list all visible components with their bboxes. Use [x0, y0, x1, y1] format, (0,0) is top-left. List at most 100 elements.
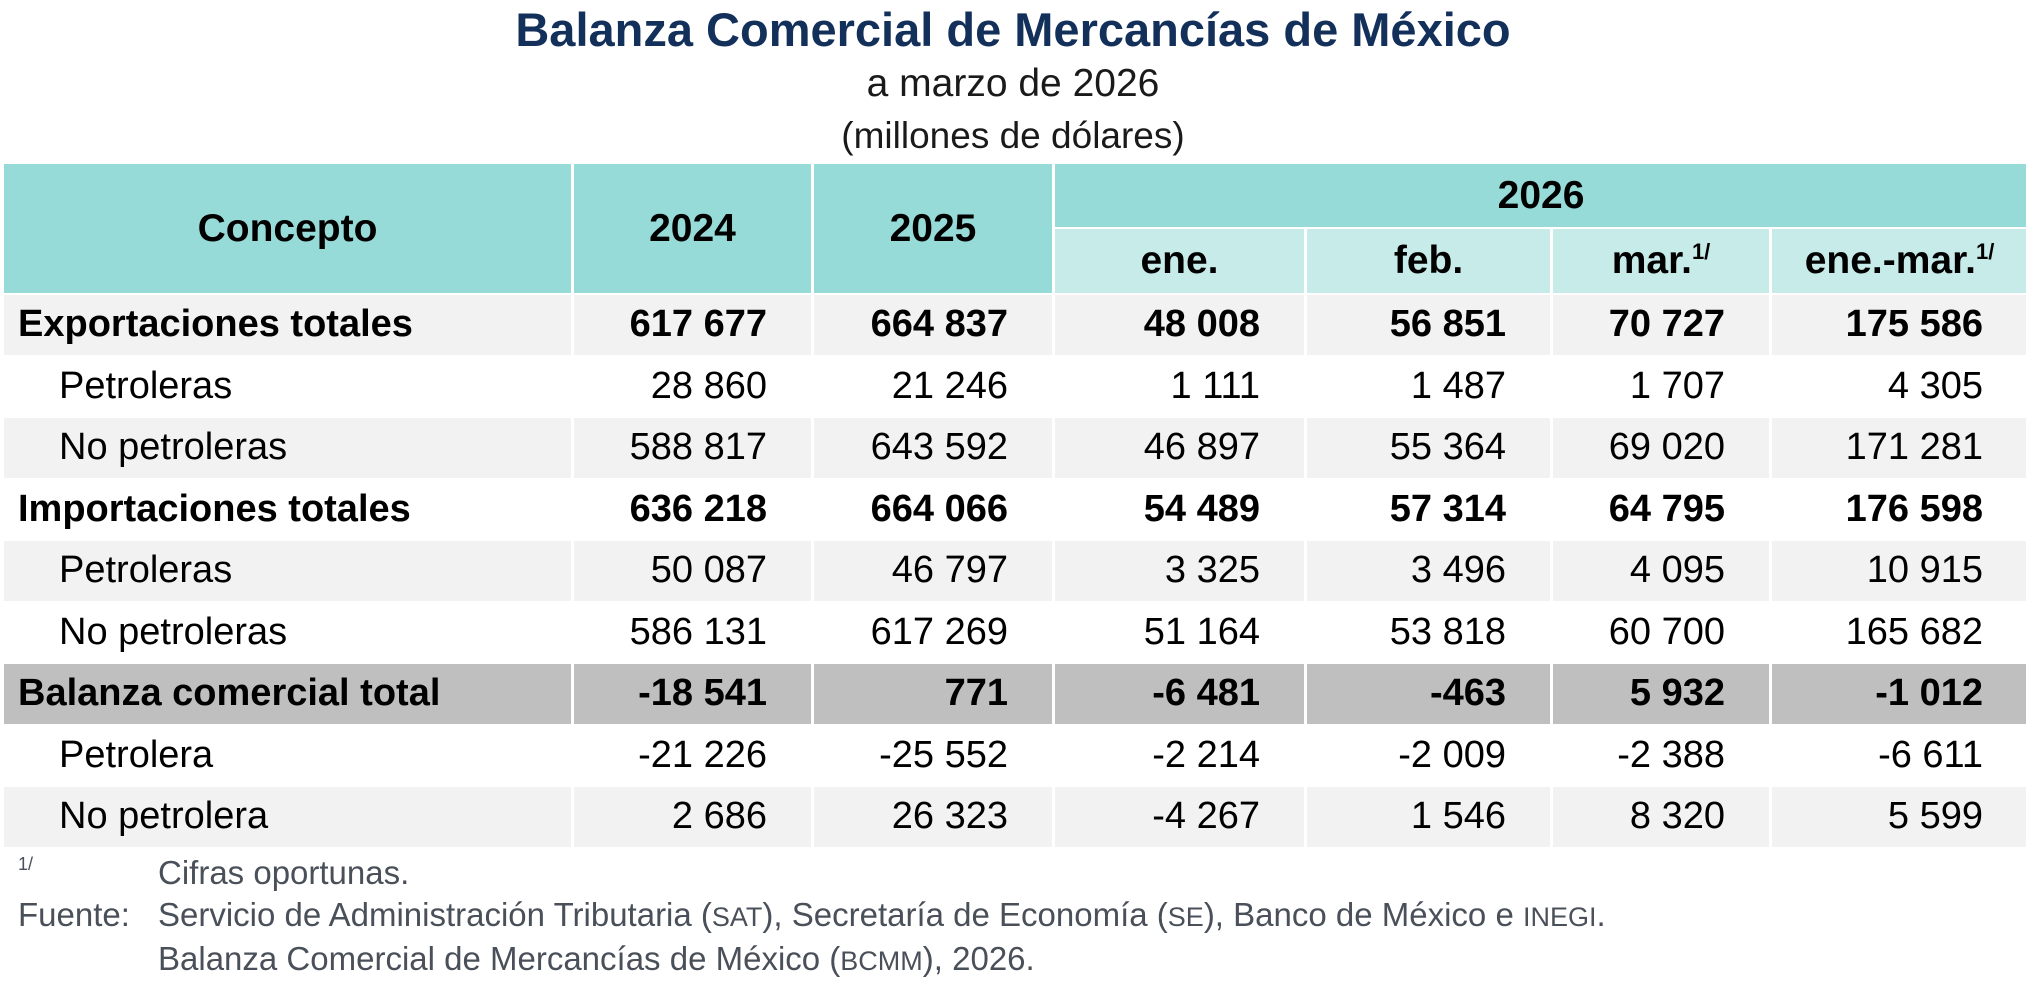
cell-ene-mar: 10 915 — [1772, 541, 2026, 601]
cell-2025: 643 592 — [814, 418, 1052, 478]
cell-ene-mar: 5 599 — [1772, 787, 2026, 847]
cell-feb: 53 818 — [1307, 602, 1550, 662]
cell-2025: 664 837 — [814, 295, 1052, 355]
cell-2024: -21 226 — [574, 725, 811, 785]
cell-feb: 3 496 — [1307, 541, 1550, 601]
row-label: Exportaciones totales — [4, 295, 571, 355]
header-month-label: feb. — [1393, 239, 1464, 282]
trade-balance-table: Concepto 2024 2025 2026 ene. feb. mar.1/… — [1, 162, 2026, 849]
row-label: Petroleras — [4, 356, 571, 416]
page-subtitle: a marzo de 2026 — [866, 62, 1160, 105]
header-month-label: mar. — [1611, 239, 1692, 282]
cell-2024: 586 131 — [574, 602, 811, 662]
cell-feb: 1 546 — [1307, 787, 1550, 847]
acronym-se: SE — [1167, 902, 1204, 932]
acronym-inegi: INEGI — [1522, 902, 1597, 932]
source-text-part: Balanza Comercial de Mercancías de Méxic… — [158, 940, 841, 977]
cell-2025: 771 — [814, 664, 1052, 724]
cell-ene-mar: 171 281 — [1772, 418, 2026, 478]
cell-feb: 1 487 — [1307, 356, 1550, 416]
header-concepto: Concepto — [4, 164, 571, 293]
source-text-part: ), 2026. — [922, 940, 1035, 977]
row-label: Petrolera — [4, 725, 571, 785]
cell-feb: 55 364 — [1307, 418, 1550, 478]
header-2024: 2024 — [574, 164, 811, 293]
cell-ene: 1 111 — [1055, 356, 1304, 416]
acronym-sat: SAT — [711, 902, 763, 932]
header-month-label: ene.-mar. — [1804, 239, 1976, 282]
row-label: Petroleras — [4, 541, 571, 601]
cell-2025: 617 269 — [814, 602, 1052, 662]
source-line-2: Balanza Comercial de Mercancías de Méxic… — [158, 938, 1606, 982]
cell-mar: -2 388 — [1553, 725, 1769, 785]
cell-ene: 54 489 — [1055, 479, 1304, 539]
footnote-text: Cifras oportunas. — [158, 854, 410, 891]
cell-ene-mar: 4 305 — [1772, 356, 2026, 416]
table-row-export-no-petroleras: No petroleras 588 817 643 592 46 897 55 … — [4, 418, 2026, 478]
cell-ene: 46 897 — [1055, 418, 1304, 478]
cell-2024: 636 218 — [574, 479, 811, 539]
cell-mar: 8 320 — [1553, 787, 1769, 847]
table-row-exportaciones-totales: Exportaciones totales 617 677 664 837 48… — [4, 295, 2026, 355]
cell-ene-mar: 176 598 — [1772, 479, 2026, 539]
source-key: Fuente: — [18, 896, 130, 933]
table-row-export-petroleras: Petroleras 28 860 21 246 1 111 1 487 1 7… — [4, 356, 2026, 416]
cell-ene-mar: -6 611 — [1772, 725, 2026, 785]
cell-ene: 51 164 — [1055, 602, 1304, 662]
table-row-balanza-comercial-total: Balanza comercial total -18 541 771 -6 4… — [4, 664, 2026, 724]
cell-2024: 2 686 — [574, 787, 811, 847]
cell-2024: 588 817 — [574, 418, 811, 478]
source-note: Fuente: Servicio de Administración Tribu… — [18, 894, 1606, 982]
cell-ene-mar: -1 012 — [1772, 664, 2026, 724]
footnote-cifras: 1/ Cifras oportunas. — [18, 852, 1606, 894]
cell-2024: 617 677 — [574, 295, 811, 355]
cell-mar: 5 932 — [1553, 664, 1769, 724]
table-row-balanza-no-petrolera: No petrolera 2 686 26 323 -4 267 1 546 8… — [4, 787, 2026, 847]
page-title: Balanza Comercial de Mercancías de Méxic… — [515, 3, 1511, 56]
cell-2025: 46 797 — [814, 541, 1052, 601]
row-label: No petroleras — [4, 418, 571, 478]
cell-feb: -463 — [1307, 664, 1550, 724]
cell-feb: 56 851 — [1307, 295, 1550, 355]
header-month-ene-mar: ene.-mar.1/ — [1772, 229, 2026, 293]
cell-ene: 3 325 — [1055, 541, 1304, 601]
footnotes: 1/ Cifras oportunas. Fuente: Servicio de… — [18, 852, 1606, 982]
header-month-mar: mar.1/ — [1553, 229, 1769, 293]
cell-2024: -18 541 — [574, 664, 811, 724]
units-label: (millones de dólares) — [841, 115, 1185, 156]
cell-ene: -2 214 — [1055, 725, 1304, 785]
cell-ene: -4 267 — [1055, 787, 1304, 847]
cell-2025: 664 066 — [814, 479, 1052, 539]
header-2025: 2025 — [814, 164, 1052, 293]
source-text: Servicio de Administración Tributaria (S… — [158, 894, 1606, 982]
cell-2025: 26 323 — [814, 787, 1052, 847]
header-month-feb: feb. — [1307, 229, 1550, 293]
cell-ene: 48 008 — [1055, 295, 1304, 355]
source-text-part: Servicio de Administración Tributaria ( — [158, 896, 712, 933]
footnote-marker: 1/ — [1975, 239, 1995, 264]
header-2026: 2026 — [1055, 164, 2026, 227]
cell-mar: 70 727 — [1553, 295, 1769, 355]
footnote-marker: 1/ — [1691, 239, 1711, 264]
cell-feb: 57 314 — [1307, 479, 1550, 539]
table-row-importaciones-totales: Importaciones totales 636 218 664 066 54… — [4, 479, 2026, 539]
cell-feb: -2 009 — [1307, 725, 1550, 785]
table-row-import-petroleras: Petroleras 50 087 46 797 3 325 3 496 4 0… — [4, 541, 2026, 601]
row-label: No petroleras — [4, 602, 571, 662]
cell-2024: 28 860 — [574, 356, 811, 416]
acronym-bcmm: BCMM — [840, 946, 923, 976]
cell-mar: 4 095 — [1553, 541, 1769, 601]
cell-ene-mar: 175 586 — [1772, 295, 2026, 355]
table-row-balanza-petrolera: Petrolera -21 226 -25 552 -2 214 -2 009 … — [4, 725, 2026, 785]
cell-mar: 69 020 — [1553, 418, 1769, 478]
table-row-import-no-petroleras: No petroleras 586 131 617 269 51 164 53 … — [4, 602, 2026, 662]
row-label: Importaciones totales — [4, 479, 571, 539]
cell-mar: 64 795 — [1553, 479, 1769, 539]
cell-2024: 50 087 — [574, 541, 811, 601]
source-text-part: ), Banco de México e — [1203, 896, 1523, 933]
cell-2025: 21 246 — [814, 356, 1052, 416]
row-label: No petrolera — [4, 787, 571, 847]
cell-mar: 1 707 — [1553, 356, 1769, 416]
cell-mar: 60 700 — [1553, 602, 1769, 662]
source-text-part: ), Secretaría de Economía ( — [762, 896, 1168, 933]
